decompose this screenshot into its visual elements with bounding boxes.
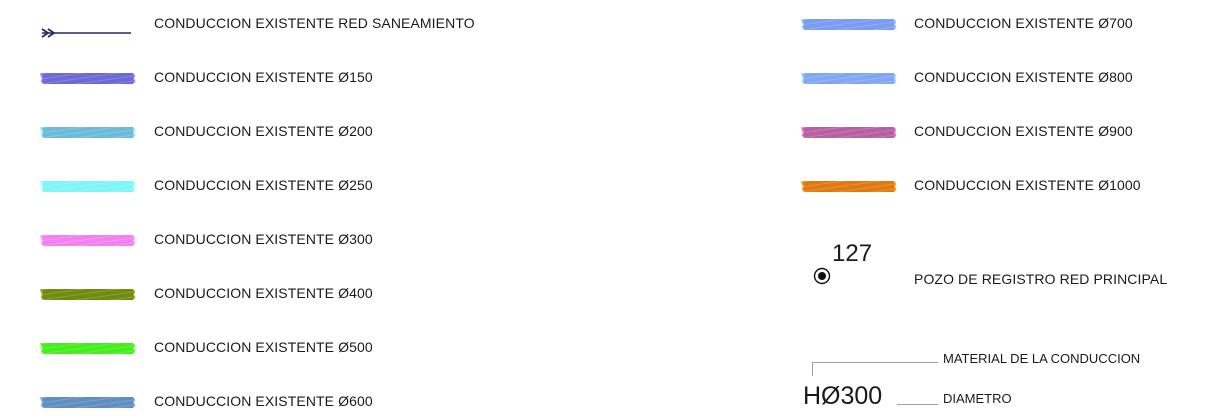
pipe-code: HØ300 — [803, 382, 882, 411]
legend-label: CONDUCCION EXISTENTE Ø250 — [154, 177, 373, 193]
legend-row-d800: CONDUCCION EXISTENTE Ø800 — [780, 66, 1220, 86]
diameter-leader — [897, 404, 938, 405]
legend-label: CONDUCCION EXISTENTE Ø150 — [154, 69, 373, 85]
legend-row-manhole: 127 POZO DE REGISTRO RED PRINCIPAL — [780, 238, 1220, 298]
legend-row-d900: CONDUCCION EXISTENTE Ø900 — [780, 120, 1220, 140]
pipe-swatch-d600 — [43, 397, 133, 408]
flow-arrow-icon — [40, 26, 132, 40]
legend-label: POZO DE REGISTRO RED PRINCIPAL — [914, 271, 1167, 287]
pipe-swatch-d800 — [804, 73, 894, 84]
pipe-swatch-d900 — [804, 127, 894, 138]
legend-row-d1000: CONDUCCION EXISTENTE Ø1000 — [780, 174, 1220, 194]
material-label: MATERIAL DE LA CONDUCCION — [943, 351, 1140, 366]
legend-label: CONDUCCION EXISTENTE Ø900 — [914, 123, 1133, 139]
legend-row-d500: CONDUCCION EXISTENTE Ø500 — [0, 336, 600, 356]
legend-row-d600: CONDUCCION EXISTENTE Ø600 — [0, 390, 600, 410]
material-leader-horizontal — [812, 362, 938, 363]
pipe-swatch-d150 — [43, 73, 133, 84]
diameter-label: DIAMETRO — [943, 391, 1012, 406]
pipe-swatch-d400 — [43, 289, 133, 300]
manhole-icon — [812, 266, 832, 286]
legend-row-d150: CONDUCCION EXISTENTE Ø150 — [0, 66, 600, 86]
legend-label: CONDUCCION EXISTENTE Ø200 — [154, 123, 373, 139]
legend-label: CONDUCCION EXISTENTE RED SANEAMIENTO — [154, 15, 475, 31]
legend-label: CONDUCCION EXISTENTE Ø700 — [914, 15, 1133, 31]
manhole-number: 127 — [832, 240, 872, 268]
legend-label: CONDUCCION EXISTENTE Ø1000 — [914, 177, 1141, 193]
legend-row-sanitation-network: CONDUCCION EXISTENTE RED SANEAMIENTO — [0, 12, 600, 32]
pipe-swatch-d1000 — [804, 181, 894, 192]
legend-row-d250: CONDUCCION EXISTENTE Ø250 — [0, 174, 600, 194]
legend-row-d700: CONDUCCION EXISTENTE Ø700 — [780, 12, 1220, 32]
legend-row-d300: CONDUCCION EXISTENTE Ø300 — [0, 228, 600, 248]
legend-row-d200: CONDUCCION EXISTENTE Ø200 — [0, 120, 600, 140]
legend-label: CONDUCCION EXISTENTE Ø500 — [154, 339, 373, 355]
pipe-swatch-d700 — [804, 19, 894, 30]
legend-row-d400: CONDUCCION EXISTENTE Ø400 — [0, 282, 600, 302]
pipe-swatch-d500 — [43, 343, 133, 354]
legend-label: CONDUCCION EXISTENTE Ø800 — [914, 69, 1133, 85]
pipe-swatch-d300 — [43, 235, 133, 246]
material-leader-vertical — [812, 362, 813, 376]
legend-label: CONDUCCION EXISTENTE Ø600 — [154, 393, 373, 409]
pipe-swatch-d200 — [43, 127, 133, 138]
legend-label: CONDUCCION EXISTENTE Ø300 — [154, 231, 373, 247]
legend-label: CONDUCCION EXISTENTE Ø400 — [154, 285, 373, 301]
pipe-swatch-d250 — [43, 181, 133, 192]
